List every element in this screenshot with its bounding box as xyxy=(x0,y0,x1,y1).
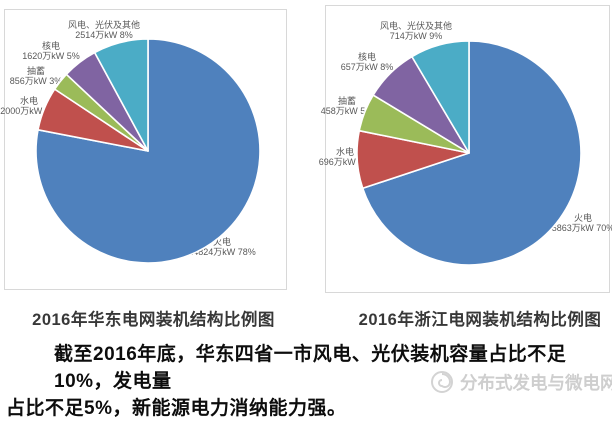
slice-name-hydro: 水电 xyxy=(335,147,354,157)
slice-value-nuclear: 1620万kW 5% xyxy=(22,51,80,61)
slice-value-hydro: 696万kW 8% xyxy=(318,157,372,167)
pie-huadong xyxy=(35,38,261,264)
watermark-text: 分布式发电与微电网 xyxy=(460,372,612,393)
pie-slice-火电 xyxy=(361,40,582,266)
caption-paragraph: 截至2016年底，华东四省一市风电、光伏装机容量占比不足10%，发电量 占比不足… xyxy=(6,341,608,422)
slice-label-nuclear: 核电 1620万kW 5% xyxy=(22,41,80,61)
article-image: { "chart_data": [ { "type": "pie", "titl… xyxy=(0,5,612,419)
watermark-swirl-logo-icon xyxy=(431,371,453,393)
slice-name-pumped-storage: 抽蓄 xyxy=(26,66,45,76)
slice-label-thermal: 火电 5863万kW 70% xyxy=(552,213,612,233)
caption-line-1: 截至2016年底，华东四省一市风电、光伏装机容量占比不足10%，发电量 xyxy=(54,344,567,392)
slice-value-nuclear: 657万kW 8% xyxy=(340,62,394,72)
slice-label-thermal: 火电 24824万kW 78% xyxy=(188,237,256,257)
slice-name-hydro: 水电 xyxy=(19,96,38,106)
slice-value-wind-solar-other: 714万kW 9% xyxy=(389,31,443,41)
slice-name-thermal: 火电 xyxy=(212,237,232,247)
slice-label-wind-solar-other: 风电、光伏及其他 714万kW 9% xyxy=(380,21,452,41)
slice-label-wind-solar-other: 风电、光伏及其他 2514万kW 8% xyxy=(68,20,140,40)
chart-title-huadong: 2016年华东电网装机结构比例图 xyxy=(32,311,275,329)
pie-slice-风电、光伏及其他 xyxy=(93,38,149,152)
slice-value-pumped-storage: 458万kW 5% xyxy=(320,106,374,116)
slice-label-hydro: 水电 696万kW 8% xyxy=(319,147,372,167)
chart-title-zhejiang: 2016年浙江电网装机结构比例图 xyxy=(358,311,602,329)
slice-label-pumped-storage: 抽蓄 856万kW 3% xyxy=(10,66,63,86)
pie-zhejiang xyxy=(356,40,582,266)
watermark: 分布式发电与微电网 xyxy=(430,368,612,396)
slice-label-nuclear: 核电 657万kW 8% xyxy=(341,52,394,72)
pie-chart-panel-zhejiang: 火电 5863万kW 70% 水电 696万kW 8% 抽蓄 458万kW 5%… xyxy=(319,5,612,293)
slice-name-nuclear: 核电 xyxy=(41,41,60,51)
pie-chart-panel-huadong: 火电 24824万kW 78% 水电 2000万kW 6% 抽蓄 856万kW … xyxy=(0,9,287,290)
pie-slice-风电、光伏及其他 xyxy=(411,40,470,154)
slice-value-thermal: 24824万kW 78% xyxy=(188,247,256,257)
slice-value-pumped-storage: 856万kW 3% xyxy=(9,76,63,86)
caption-line-2: 占比不足5%，新能源电力消纳能力强。 xyxy=(6,398,347,419)
slice-value-hydro: 2000万kW 6% xyxy=(0,106,58,116)
slice-name-pumped-storage: 抽蓄 xyxy=(337,96,356,106)
slice-name-wind-solar-other: 风电、光伏及其他 xyxy=(379,21,453,31)
slice-label-pumped-storage: 抽蓄 458万kW 5% xyxy=(321,96,374,116)
slice-value-thermal: 5863万kW 70% xyxy=(551,223,612,233)
slice-name-thermal: 火电 xyxy=(573,213,592,223)
slice-name-wind-solar-other: 风电、光伏及其他 xyxy=(67,20,141,30)
slice-value-wind-solar-other: 2514万kW 8% xyxy=(75,30,133,40)
slice-name-nuclear: 核电 xyxy=(357,52,376,62)
slice-label-hydro: 水电 2000万kW 6% xyxy=(0,96,58,116)
